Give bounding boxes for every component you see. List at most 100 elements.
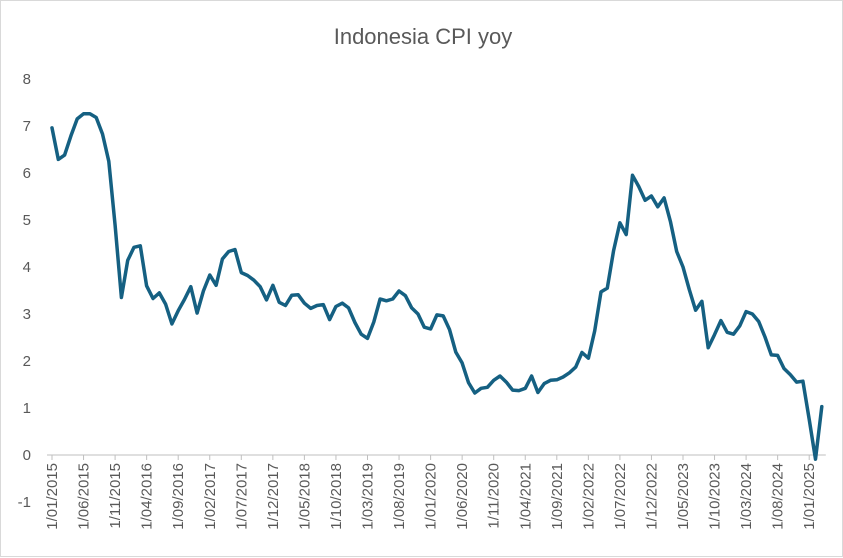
data-point [227,250,230,253]
data-point [473,391,476,394]
data-point [208,273,211,276]
data-point [404,294,407,297]
data-point [435,313,438,316]
y-tick-label: 3 [23,306,31,323]
data-point [454,351,457,354]
data-point [738,324,741,327]
data-point [776,354,779,357]
data-point [625,233,628,236]
data-point [719,319,722,322]
data-point [694,309,697,312]
x-tick-label: 1/06/2020 [454,463,471,530]
data-point [808,418,811,421]
x-tick-label: 1/08/2019 [391,463,408,530]
data-point [656,205,659,208]
data-point [252,279,255,282]
x-tick-label: 1/08/2024 [770,463,787,530]
x-tick-label: 1/09/2016 [170,463,187,530]
data-point [814,458,817,461]
data-point [650,195,653,198]
data-point [486,386,489,389]
data-point [114,224,117,227]
data-point [120,296,123,299]
data-point [360,333,363,336]
data-point [284,304,287,307]
y-tick-label: 8 [23,71,31,88]
x-tick-label: 1/02/2022 [580,463,597,530]
data-point [278,301,281,304]
data-point [246,274,249,277]
chart-title: Indonesia CPI yoy [334,24,513,49]
y-tick-label: 1 [23,400,31,417]
data-point [82,112,85,115]
data-point [461,361,464,364]
data-point [63,154,66,157]
x-tick-label: 1/10/2018 [328,463,345,530]
data-point [372,320,375,323]
x-tick-label: 1/01/2020 [423,463,440,530]
data-point [196,312,199,315]
data-point [76,117,79,120]
data-point [416,313,419,316]
data-point [334,305,337,308]
data-point [303,302,306,305]
data-point [593,329,596,332]
data-point [612,249,615,252]
data-point [599,290,602,293]
data-point [669,220,672,223]
data-point [240,271,243,274]
data-point [429,328,432,331]
data-point [606,287,609,290]
data-point [820,405,823,408]
x-tick-label: 1/11/2015 [107,463,124,529]
data-point [221,258,224,261]
data-point [366,337,369,340]
data-point [581,351,584,354]
data-point [158,291,161,294]
data-point [700,300,703,303]
data-point [511,389,514,392]
data-point [726,331,729,334]
data-point [618,221,621,224]
data-point [517,389,520,392]
data-point [442,314,445,317]
x-tick-label: 1/05/2023 [675,463,692,530]
data-point [549,379,552,382]
data-point [265,298,268,301]
x-tick-label: 1/09/2021 [549,463,566,530]
data-point [499,375,502,378]
data-point [183,298,186,301]
x-tick-label: 1/03/2019 [360,463,377,530]
data-point [675,250,678,253]
y-tick-label: 0 [23,447,31,464]
data-point [107,160,110,163]
data-point [309,307,312,310]
data-point [126,259,129,262]
data-point [151,297,154,300]
x-tick-label: 1/10/2023 [707,463,724,530]
data-point [770,353,773,356]
data-point [385,299,388,302]
x-tick-label: 1/02/2017 [202,463,219,530]
data-point [57,158,60,161]
y-axis: -1 0 1 2 3 4 5 6 7 8 [18,71,31,511]
x-tick-label: 1/01/2025 [801,463,818,530]
series-group [50,112,824,461]
data-point [536,391,539,394]
data-point [448,328,451,331]
data-point [347,306,350,309]
x-tick-label: 1/11/2020 [486,463,503,529]
data-point [530,375,533,378]
data-point [215,284,218,287]
x-tick-label: 1/12/2017 [265,463,282,530]
data-point [290,294,293,297]
x-tick-label: 1/03/2024 [738,463,755,530]
data-point [95,116,98,119]
data-point [189,285,192,288]
data-point [353,321,356,324]
data-point [663,196,666,199]
y-tick-label: -1 [18,494,31,511]
data-point [757,320,760,323]
